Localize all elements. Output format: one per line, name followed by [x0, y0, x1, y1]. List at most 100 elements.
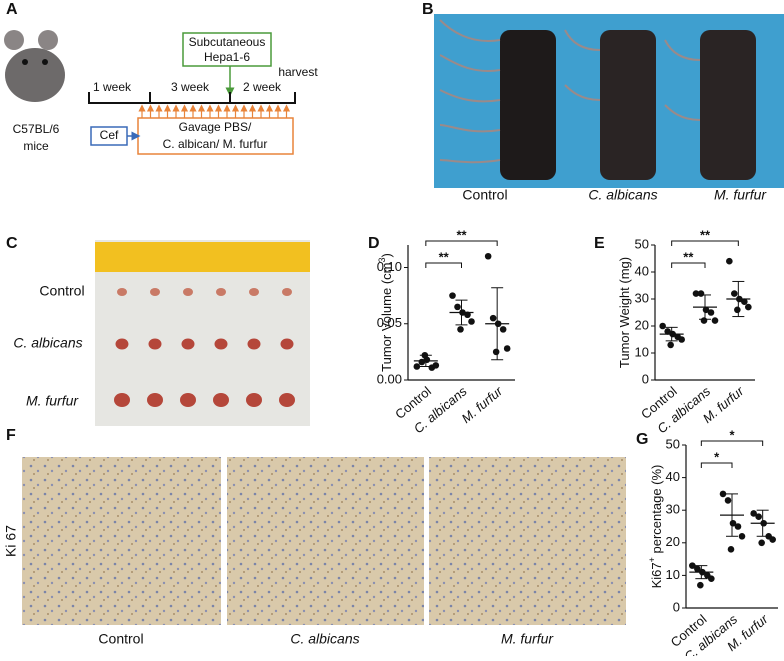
panel-label: E	[594, 235, 605, 252]
dot	[454, 303, 461, 311]
tumor-photo	[95, 240, 310, 426]
dot	[697, 290, 705, 297]
dot	[769, 536, 776, 543]
tumor	[249, 288, 259, 296]
timeline-ticks	[88, 92, 296, 104]
error-bar	[756, 509, 769, 537]
dot	[697, 581, 704, 589]
dot	[659, 322, 666, 330]
y-tick-label: 0	[642, 371, 649, 386]
significance-label: *	[729, 427, 735, 442]
error-bar	[726, 493, 738, 537]
panel-label: B	[422, 1, 434, 18]
y-axis-label: Tumor Weight (mg)	[617, 257, 632, 368]
dot	[503, 345, 511, 352]
dot	[729, 519, 737, 527]
mouse-label: mice	[23, 139, 49, 153]
y-tick-label: 40	[666, 469, 680, 484]
cef-label: Cef	[100, 128, 119, 142]
significance-bracket	[671, 240, 739, 246]
mice-photo	[434, 14, 784, 188]
tumor	[216, 288, 226, 296]
significance-label: **	[683, 249, 694, 264]
y-axis-label-part: percentage (%)	[649, 465, 664, 558]
dot	[734, 523, 742, 530]
dot	[484, 252, 492, 260]
y-axis-label-part: Ki67	[649, 562, 664, 588]
y-axis-label-part: )	[379, 253, 394, 257]
tumor	[282, 288, 292, 296]
tumor	[181, 338, 195, 350]
dot	[413, 363, 421, 370]
tumor	[114, 393, 130, 407]
y-axis-label-part: Tumor Volume (cm	[379, 263, 394, 372]
y-tick-label: 30	[666, 502, 680, 517]
tumor	[115, 338, 129, 350]
period-label: 3 week	[171, 80, 210, 94]
y-tick-label: 20	[666, 534, 680, 549]
error-bar	[491, 287, 504, 361]
y-axis-label-part: +	[647, 557, 657, 562]
y-axis-label: Tumor Volume (cm3)	[377, 253, 394, 372]
injection-label: Subcutaneous	[189, 35, 266, 49]
histology-photo	[22, 457, 221, 625]
tumor	[150, 288, 160, 296]
error-bar	[665, 326, 678, 342]
tumor	[280, 338, 294, 350]
histology-photo	[227, 457, 424, 625]
dot	[492, 348, 500, 356]
row-label: C. albicans	[13, 335, 82, 351]
dot	[750, 510, 757, 517]
dot	[719, 490, 727, 498]
dot	[664, 328, 671, 335]
panel-label: G	[636, 431, 648, 448]
dot	[711, 317, 719, 324]
dot	[678, 336, 685, 343]
dot	[738, 532, 746, 540]
mouse-label: C57BL/6	[13, 122, 60, 136]
group-label: M. furfur	[714, 187, 767, 203]
injection-label: Hepa1-6	[204, 50, 250, 64]
panel-label: F	[6, 427, 16, 444]
error-bar	[695, 565, 708, 580]
significance-label: *	[714, 449, 720, 464]
y-axis-label-part: 3	[377, 258, 387, 263]
dot	[726, 257, 733, 265]
dot	[707, 309, 715, 316]
significance-label: **	[456, 227, 467, 242]
y-axis-label-part: Tumor Weight (mg)	[617, 257, 632, 368]
dot	[449, 292, 456, 299]
mouse-icon	[4, 30, 65, 102]
tumor	[247, 338, 261, 350]
significance-label: **	[439, 249, 450, 264]
panel-label: C	[6, 235, 18, 252]
error-bar	[732, 280, 745, 318]
y-tick-label: 0.10	[377, 259, 402, 274]
dot	[702, 306, 710, 314]
error-bar	[699, 294, 711, 320]
y-tick-label: 0	[673, 599, 680, 614]
dot	[724, 497, 732, 504]
y-axis-label: Ki67+ percentage (%)	[647, 465, 664, 589]
error-bar	[455, 299, 468, 326]
dot	[489, 314, 497, 322]
gavage-label: Gavage PBS/	[179, 120, 252, 134]
group-label: C. albicans	[290, 631, 359, 647]
significance-bracket	[425, 262, 462, 268]
significance-bracket	[671, 262, 706, 268]
significance-bracket	[700, 462, 733, 468]
dot	[700, 317, 708, 324]
dot	[457, 326, 464, 333]
group-label: Control	[462, 187, 507, 203]
dot	[745, 303, 752, 311]
dot	[741, 298, 748, 306]
row-label: Control	[39, 283, 84, 299]
y-tick-label: 50	[635, 236, 649, 251]
histology-photo	[429, 457, 626, 625]
dot	[694, 565, 701, 573]
dot	[727, 546, 735, 553]
tumor	[180, 393, 196, 407]
gavage-label: C. albican/ M. furfur	[163, 137, 268, 151]
y-tick-label: 10	[666, 567, 680, 582]
